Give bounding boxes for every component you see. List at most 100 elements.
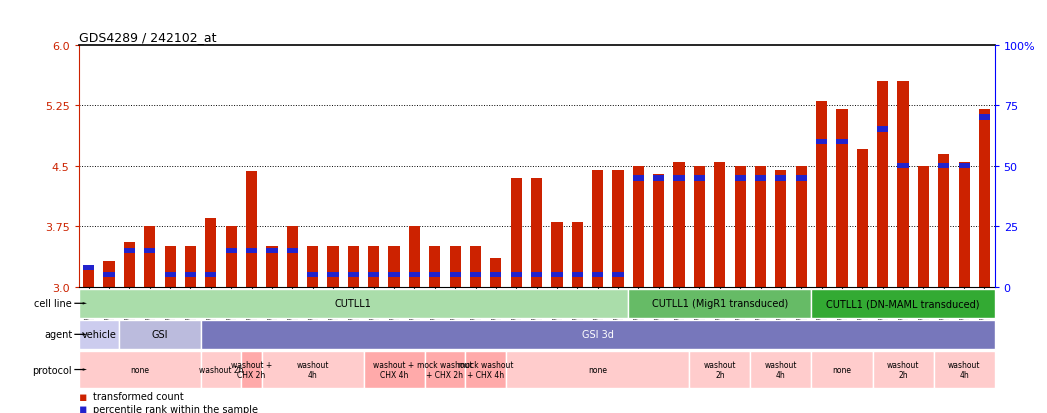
Bar — [429, 247, 441, 287]
Bar — [934, 351, 995, 388]
Bar — [205, 218, 217, 287]
Bar — [266, 248, 277, 254]
Text: mock washout
+ CHX 4h: mock washout + CHX 4h — [458, 360, 513, 379]
Bar — [632, 176, 644, 181]
Bar — [185, 247, 196, 287]
Bar — [796, 166, 807, 287]
Bar — [612, 170, 624, 287]
Bar — [511, 272, 521, 278]
Text: GSI: GSI — [152, 330, 169, 339]
Bar — [877, 127, 888, 133]
Bar — [872, 351, 934, 388]
Bar — [307, 272, 318, 278]
Bar — [714, 162, 726, 287]
Bar — [918, 166, 929, 287]
Bar — [592, 170, 603, 287]
Text: washout
2h: washout 2h — [887, 360, 919, 379]
Bar — [751, 351, 811, 388]
Text: GDS4289 / 242102_at: GDS4289 / 242102_at — [79, 31, 216, 44]
Bar — [369, 247, 379, 287]
Bar — [79, 289, 628, 318]
Text: none: none — [832, 365, 851, 374]
Text: CUTLL1 (DN-MAML transduced): CUTLL1 (DN-MAML transduced) — [826, 299, 980, 309]
Bar — [490, 259, 502, 287]
Bar — [572, 272, 583, 278]
Bar — [837, 139, 848, 145]
Text: washout 2h: washout 2h — [199, 365, 243, 374]
Text: percentile rank within the sample: percentile rank within the sample — [93, 404, 259, 413]
Bar — [246, 248, 258, 254]
Bar — [653, 174, 665, 287]
Bar — [104, 272, 115, 278]
Bar — [408, 227, 420, 287]
Bar — [425, 351, 465, 388]
Bar — [242, 351, 262, 388]
Text: mock washout
+ CHX 2h: mock washout + CHX 2h — [417, 360, 473, 379]
Bar — [673, 162, 685, 287]
Bar — [144, 227, 155, 287]
Bar — [124, 243, 135, 287]
Bar — [328, 272, 338, 278]
Bar — [628, 289, 811, 318]
Text: protocol: protocol — [32, 365, 72, 375]
Bar — [775, 170, 786, 287]
Bar — [225, 248, 237, 254]
Bar — [83, 265, 94, 271]
Text: CUTLL1 (MigR1 transduced): CUTLL1 (MigR1 transduced) — [651, 299, 788, 309]
Bar — [246, 172, 258, 287]
Bar — [470, 272, 482, 278]
Bar — [79, 320, 119, 349]
Bar — [694, 166, 705, 287]
Bar — [938, 154, 950, 287]
Bar — [124, 248, 135, 254]
Bar — [592, 272, 603, 278]
Bar — [348, 272, 359, 278]
Bar — [262, 351, 363, 388]
Bar — [856, 150, 868, 287]
Bar — [144, 248, 155, 254]
Bar — [811, 289, 995, 318]
Bar — [465, 351, 506, 388]
Bar — [287, 248, 298, 254]
Bar — [449, 247, 461, 287]
Text: GSI 3d: GSI 3d — [582, 330, 614, 339]
Bar — [287, 227, 298, 287]
Bar — [225, 227, 237, 287]
Bar — [511, 178, 521, 287]
Text: transformed count: transformed count — [93, 392, 184, 401]
Text: washout
4h: washout 4h — [764, 360, 797, 379]
Bar — [552, 223, 562, 287]
Bar — [979, 110, 990, 287]
Bar — [429, 272, 441, 278]
Bar — [201, 320, 995, 349]
Bar — [531, 272, 542, 278]
Bar — [653, 176, 665, 181]
Bar — [369, 272, 379, 278]
Bar — [348, 247, 359, 287]
Bar — [83, 266, 94, 287]
Bar — [531, 178, 542, 287]
Bar — [612, 272, 624, 278]
Bar — [388, 272, 400, 278]
Bar — [796, 176, 807, 181]
Text: washout +
CHX 2h: washout + CHX 2h — [231, 360, 272, 379]
Bar — [811, 351, 872, 388]
Text: CUTLL1: CUTLL1 — [335, 299, 372, 309]
Bar — [897, 164, 909, 169]
Bar — [328, 247, 338, 287]
Text: washout
4h: washout 4h — [948, 360, 980, 379]
Text: vehicle: vehicle — [82, 330, 116, 339]
Bar — [958, 162, 970, 287]
Bar — [490, 272, 502, 278]
Bar — [816, 139, 827, 145]
Bar — [164, 247, 176, 287]
Text: washout
4h: washout 4h — [296, 360, 329, 379]
Bar — [449, 272, 461, 278]
Bar — [632, 166, 644, 287]
Bar — [266, 247, 277, 287]
Bar — [735, 176, 745, 181]
Text: cell line: cell line — [35, 299, 72, 309]
Bar — [837, 110, 848, 287]
Text: none: none — [588, 365, 607, 374]
Bar — [689, 351, 751, 388]
